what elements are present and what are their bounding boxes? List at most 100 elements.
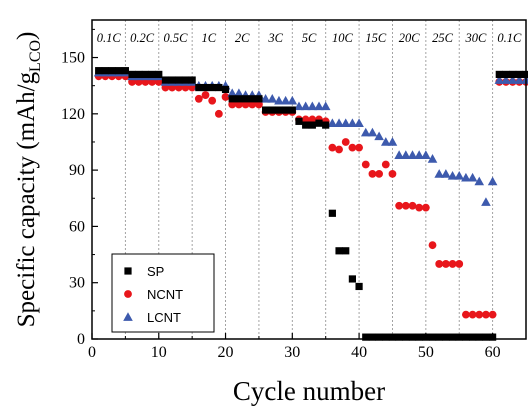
y-axis-title: Specific capacity (mAh/gLCO) <box>13 32 44 328</box>
x-tick-label: 10 <box>151 344 167 361</box>
legend-label-lcnt: LCNT <box>147 310 181 325</box>
data-point-lcnt <box>481 197 491 206</box>
data-point-lcnt <box>340 118 351 128</box>
data-point-lcnt <box>334 118 344 128</box>
data-point-lcnt <box>267 94 278 103</box>
data-point-ncnt <box>375 169 384 178</box>
y-axis-title-close: ) <box>13 32 40 40</box>
data-point-ncnt <box>248 100 257 109</box>
data-point-sp <box>155 70 163 79</box>
x-tick-label: 60 <box>485 344 501 361</box>
data-point-lcnt <box>414 150 424 159</box>
data-point-sp <box>482 333 490 341</box>
legend-marker-lcnt <box>123 312 133 321</box>
data-point-sp <box>515 70 523 79</box>
legend-marker-sp <box>124 267 132 275</box>
data-point-sp <box>322 121 330 129</box>
data-point-sp <box>282 106 290 114</box>
data-point-sp <box>362 333 370 341</box>
x-axis-title: Cycle number <box>233 376 385 406</box>
y-tick-label: 150 <box>61 50 85 67</box>
data-point-sp <box>335 247 343 255</box>
data-point-lcnt <box>454 170 465 180</box>
rate-label: 0.1C <box>97 31 122 45</box>
rate-label: 3C <box>267 31 283 45</box>
data-point-lcnt <box>314 101 324 111</box>
data-point-ncnt <box>355 143 363 152</box>
data-point-ncnt <box>421 203 430 212</box>
data-point-ncnt <box>348 143 357 152</box>
data-point-lcnt <box>427 154 438 163</box>
y-tick-label: 60 <box>69 218 85 235</box>
series-ncnt <box>94 72 528 319</box>
data-point-sp <box>288 106 296 114</box>
data-point-sp <box>342 247 350 255</box>
data-point-lcnt <box>260 94 271 103</box>
data-point-sp <box>241 95 250 103</box>
data-point-lcnt <box>461 172 471 182</box>
data-point-sp <box>262 106 270 114</box>
data-point-sp <box>415 333 423 341</box>
data-point-sp <box>255 95 263 103</box>
data-point-lcnt <box>507 75 518 84</box>
data-point-ncnt <box>194 94 203 103</box>
data-point-ncnt <box>301 115 310 124</box>
data-point-ncnt <box>488 310 497 319</box>
data-point-ncnt <box>462 310 470 319</box>
data-point-lcnt <box>374 131 384 141</box>
data-point-lcnt <box>327 118 338 128</box>
data-point-sp <box>95 67 103 75</box>
data-point-ncnt <box>381 160 390 169</box>
data-point-lcnt <box>274 95 284 105</box>
plot-frame <box>91 19 527 340</box>
data-point-sp <box>108 67 116 75</box>
data-point-sp <box>208 83 216 92</box>
data-point-ncnt <box>441 260 450 268</box>
data-point-ncnt <box>455 260 464 268</box>
data-point-sp <box>201 83 210 92</box>
data-point-lcnt <box>387 137 398 146</box>
data-point-sp <box>462 333 470 341</box>
data-point-ncnt <box>308 115 317 124</box>
data-point-lcnt <box>320 101 331 111</box>
rate-label: 5C <box>302 31 317 45</box>
rate-label: 0.2C <box>130 31 155 45</box>
data-point-ncnt <box>388 169 397 178</box>
data-point-ncnt <box>475 310 484 319</box>
data-point-lcnt <box>407 150 418 159</box>
data-point-sp <box>448 333 457 341</box>
data-point-sp <box>135 70 143 79</box>
data-point-sp <box>308 121 316 129</box>
data-point-ncnt <box>415 203 424 212</box>
data-point-sp <box>175 76 183 84</box>
data-point-sp <box>348 275 356 283</box>
data-point-sp <box>128 70 136 79</box>
data-point-sp <box>495 70 503 79</box>
data-point-sp <box>395 333 403 341</box>
data-point-sp <box>295 117 303 125</box>
data-point-sp <box>268 106 276 114</box>
data-point-lcnt <box>467 172 478 182</box>
data-point-ncnt <box>435 260 444 268</box>
rate-label: 15C <box>365 31 387 45</box>
x-tick-label: 50 <box>418 344 434 361</box>
axis-ticks: 0 10 20 30 40 50 60 0 30 60 90 120 150 <box>61 28 501 361</box>
data-point-ncnt <box>208 96 217 105</box>
data-point-ncnt <box>482 310 490 319</box>
data-point-ncnt <box>468 310 477 319</box>
data-point-ncnt <box>368 169 377 178</box>
data-point-ncnt <box>361 160 370 169</box>
data-point-ncnt <box>395 201 404 210</box>
data-point-ncnt <box>328 143 337 152</box>
rate-label: 2C <box>235 31 250 45</box>
data-point-ncnt <box>341 138 350 146</box>
y-tick-label: 0 <box>77 331 85 348</box>
data-point-lcnt <box>474 176 485 186</box>
rate-label: 0.5C <box>163 31 188 45</box>
legend-marker-ncnt <box>124 290 132 298</box>
data-point-sp <box>161 76 170 84</box>
data-point-sp <box>215 83 223 92</box>
rate-label: 1C <box>202 31 217 45</box>
data-point-ncnt <box>241 100 250 109</box>
